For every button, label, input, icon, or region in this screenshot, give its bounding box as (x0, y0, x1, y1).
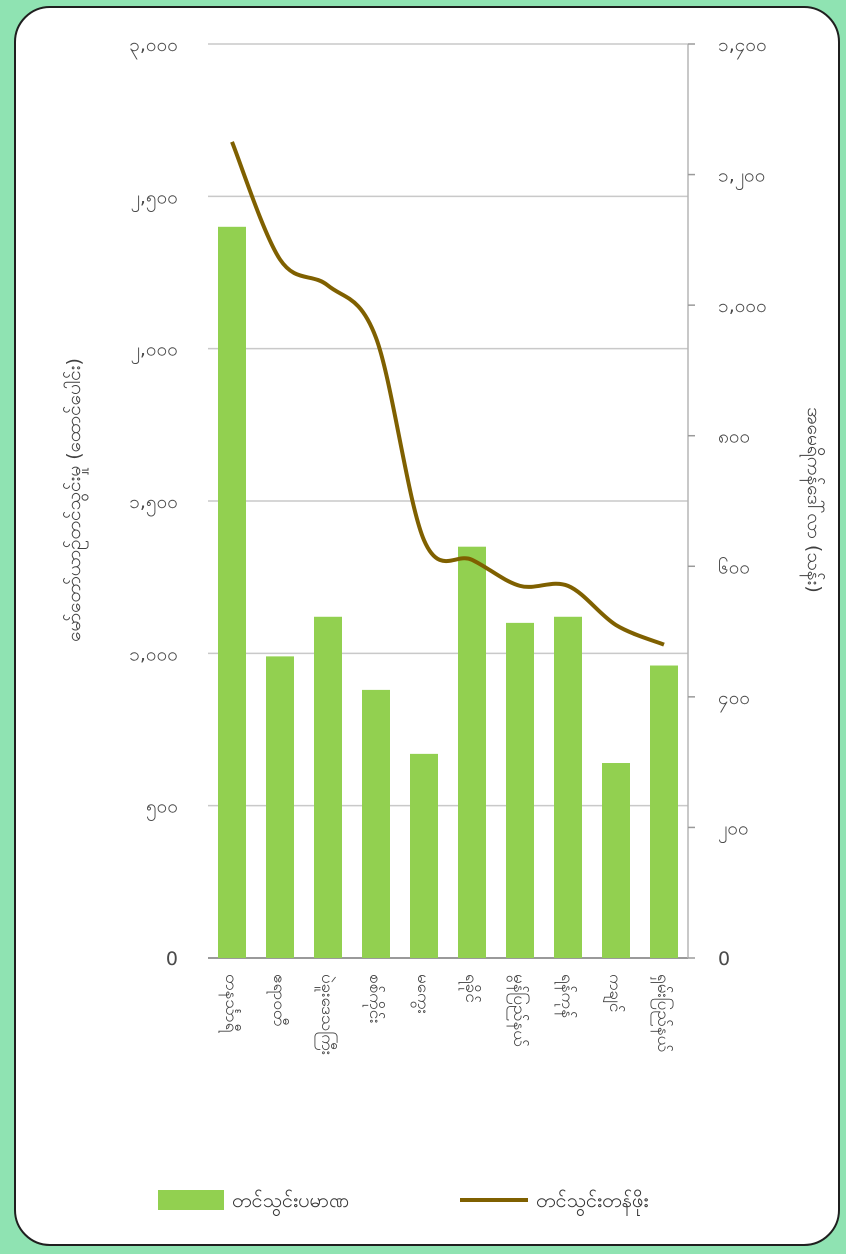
bar (650, 665, 678, 958)
category-label: မကွေး (410, 974, 433, 1014)
left-tick-label: ၅၀၀ (146, 796, 178, 822)
left-tick-label: 0 (166, 948, 178, 970)
chart-frame (14, 6, 840, 1246)
bar (458, 546, 486, 958)
category-label: ရခိုင် (458, 974, 481, 1003)
right-tick-label: 0 (718, 948, 730, 970)
bar-series (218, 226, 678, 959)
bar (410, 753, 438, 958)
right-tick-label: ၆၀၀ (718, 555, 750, 578)
bar (314, 616, 342, 958)
category-label: တနင်္သာရီ (218, 974, 241, 1034)
bar (362, 689, 390, 958)
left-tick-label: ၁,၀၀၀ (129, 643, 178, 665)
right-tick-label: ၄၀၀ (718, 687, 750, 713)
bar (506, 622, 534, 958)
category-labels: တနင်္သာရီ ဧရာဝတီ ပဲခူးဒေသကြီး စစ်ကိုင်း မကွေ… (218, 974, 675, 1055)
category-label: ရန်ကုန် (554, 974, 577, 1018)
legend-label-line: တင်သွင်းတန်ဖိုး (536, 1188, 648, 1216)
bar (554, 616, 582, 958)
right-tick-label: ၁,၀၀၀ (718, 295, 767, 317)
legend-label-bars: တင်သွင်းပမာဏ (232, 1188, 349, 1216)
right-tick-label: ၈၀၀ (718, 426, 750, 448)
left-tick-label: ၃,၀၀၀ (129, 34, 178, 60)
left-axis-title: မော်တော်ယာဉ်တင်သွင်းမှု (ထောင်ပေါင်း) (62, 358, 89, 642)
legend-swatch-bars (158, 1190, 224, 1210)
tick-labels: 0၅၀၀၁,၀၀၀၁,၅၀၀၂,၀၀၀၂,၅၀၀၃,၀၀၀0၂၀၀၄၀၀၆၀၀၈… (129, 34, 767, 970)
line-series (230, 141, 665, 647)
bar (218, 226, 246, 959)
category-label: ကချင် (602, 974, 625, 1012)
category-label: ရှမ်းပြည်နယ် (650, 974, 675, 1052)
bar (602, 763, 630, 958)
left-tick-label: ၂,၅၀၀ (131, 186, 178, 212)
legend: တင်သွင်းပမာဏ တင်သွင်းတန်ဖိုး (158, 1188, 648, 1216)
value-line (230, 141, 665, 647)
category-label: ပဲခူးဒေသကြီး (314, 974, 339, 1055)
right-axis-title: အမေရိကန်ဒေါ်လာ (သန်း) (799, 407, 826, 593)
right-tick-label: ၂၀၀ (718, 817, 749, 843)
left-tick-label: ၂,၀၀၀ (131, 339, 178, 365)
right-tick-label: ၁,၄၀၀ (718, 34, 767, 60)
bar (266, 656, 294, 958)
category-label: မွန်ပြည်နယ် (506, 974, 531, 1047)
left-tick-label: ၁,၅၀၀ (129, 491, 178, 517)
category-label: ဧရာဝတီ (266, 974, 289, 1026)
right-tick-label: ၁,၂၀၀ (718, 165, 765, 191)
category-label: စစ်ကိုင်း (362, 974, 385, 1024)
